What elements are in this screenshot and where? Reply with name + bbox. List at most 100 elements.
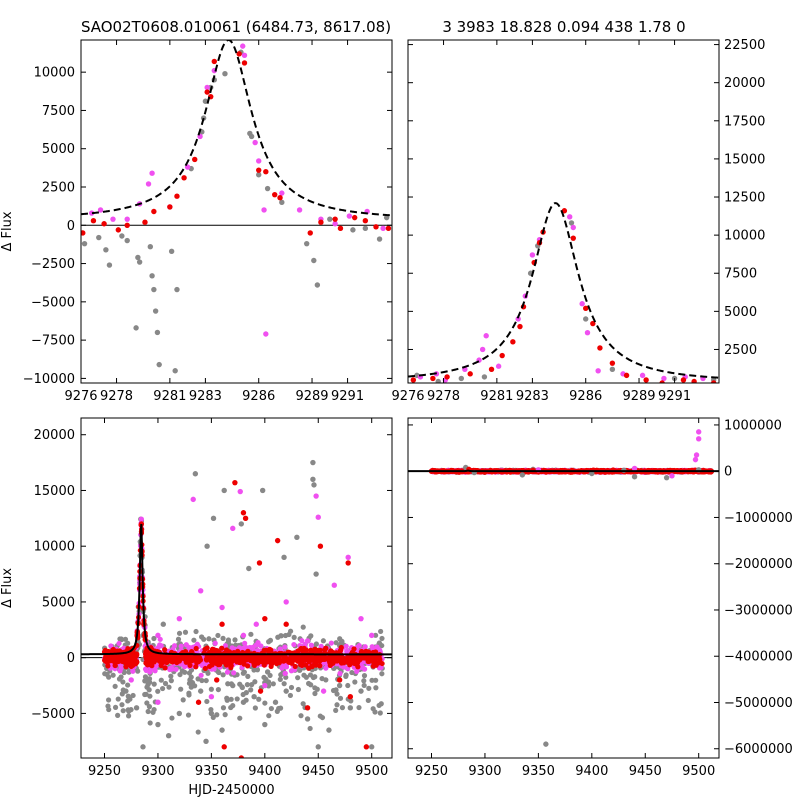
data-point-magenta (328, 640, 334, 646)
data-point-red (272, 191, 278, 198)
data-point-red (353, 661, 359, 667)
data-point-red (187, 662, 193, 668)
data-point-red (338, 659, 344, 665)
data-point-gray (264, 185, 271, 192)
data-point-magenta (368, 632, 375, 639)
data-point-gray (251, 693, 257, 700)
data-point-magenta (212, 640, 218, 646)
data-point-gray (435, 378, 441, 383)
data-point-gray (458, 375, 465, 382)
x-tick-label: 9281 (153, 389, 186, 404)
data-point-gray (327, 216, 333, 222)
data-point-gray (237, 681, 243, 687)
data-point-gray (298, 713, 304, 719)
data-point-magenta (483, 333, 489, 339)
data-point-magenta (197, 588, 204, 594)
data-point-magenta (155, 632, 161, 639)
data-point-gray (146, 687, 152, 693)
y-tick-label: 2500 (42, 181, 75, 196)
data-point-magenta (695, 429, 702, 435)
data-point-red (374, 660, 380, 666)
data-point-red (329, 655, 335, 661)
data-point-gray (287, 692, 294, 699)
x-tick-label: 9450 (302, 764, 335, 779)
plot-area (81, 418, 392, 758)
data-point-red (292, 663, 298, 670)
data-point-magenta (346, 213, 353, 219)
data-point-gray (172, 368, 178, 374)
data-point-gray (120, 679, 126, 685)
x-tick-label: 9300 (468, 764, 501, 779)
x-tick-label: 9281 (480, 389, 513, 404)
data-point-gray (272, 699, 279, 705)
data-point-magenta (369, 644, 375, 650)
data-point-gray (145, 681, 151, 688)
data-point-red (609, 360, 616, 366)
data-point-gray (259, 487, 266, 494)
panel-top-right: 9276 9278 9281 9283 9286 9289 9291250050007500… (391, 38, 765, 404)
data-point-magenta (178, 643, 184, 649)
data-point-gray (245, 673, 251, 679)
data-point-gray (277, 676, 283, 682)
data-point-gray (159, 685, 166, 692)
data-point-gray (151, 681, 157, 687)
data-point-gray (123, 688, 129, 694)
data-point-gray (244, 682, 250, 688)
data-point-gray (146, 676, 153, 682)
data-point-magenta (358, 615, 364, 622)
data-point-red (590, 320, 596, 327)
data-point-gray (336, 682, 343, 689)
y-axis-label: Δ Flux (0, 568, 15, 608)
data-point-gray (310, 459, 316, 466)
data-point-magenta (296, 207, 303, 213)
data-point-red (373, 224, 379, 230)
data-point-magenta (693, 452, 700, 458)
data-point-gray (314, 282, 321, 288)
data-point-gray (222, 712, 228, 718)
data-point-red (268, 647, 274, 653)
axes-frame (407, 417, 720, 759)
data-point-gray (204, 698, 210, 705)
data-point-red (193, 645, 199, 652)
data-point-gray (119, 636, 125, 643)
data-point-red (204, 89, 210, 95)
data-point-red (300, 648, 306, 654)
data-point-gray (311, 257, 317, 264)
y-tick-label: −2500 (31, 257, 75, 272)
data-point-magenta (204, 84, 210, 91)
data-point-red (134, 652, 140, 658)
data-point-red (256, 560, 263, 566)
data-point-gray (263, 676, 269, 682)
data-point-magenta (110, 216, 116, 222)
data-point-gray (248, 631, 254, 637)
data-point-gray (219, 727, 225, 733)
data-point-gray (106, 706, 112, 713)
data-point-red (240, 510, 247, 516)
data-point-gray (192, 471, 199, 477)
data-point-gray (300, 701, 306, 707)
y-tick-label: 5000 (42, 595, 75, 610)
data-point-magenta (639, 372, 646, 379)
data-point-red (202, 646, 208, 653)
data-point-gray (185, 712, 192, 718)
y-tick-label: 10000 (34, 540, 75, 555)
data-point-gray (125, 682, 131, 688)
data-point-gray (372, 709, 378, 715)
data-point-gray (143, 691, 149, 697)
x-tick-label: 9278 (427, 389, 460, 404)
data-point-red (148, 659, 154, 665)
data-point-red (142, 219, 148, 225)
data-point-magenta (331, 582, 337, 588)
data-point-gray (135, 668, 141, 674)
data-point-red (347, 693, 354, 700)
data-point-red (151, 208, 157, 215)
data-point-red (123, 660, 129, 666)
data-point-red (363, 744, 370, 750)
data-point-gray (373, 677, 379, 683)
data-point-gray (283, 688, 289, 694)
data-point-red (149, 663, 155, 669)
data-point-red (176, 658, 183, 664)
data-point-gray (96, 234, 102, 241)
data-point-gray (365, 697, 371, 704)
data-point-red (317, 543, 324, 549)
